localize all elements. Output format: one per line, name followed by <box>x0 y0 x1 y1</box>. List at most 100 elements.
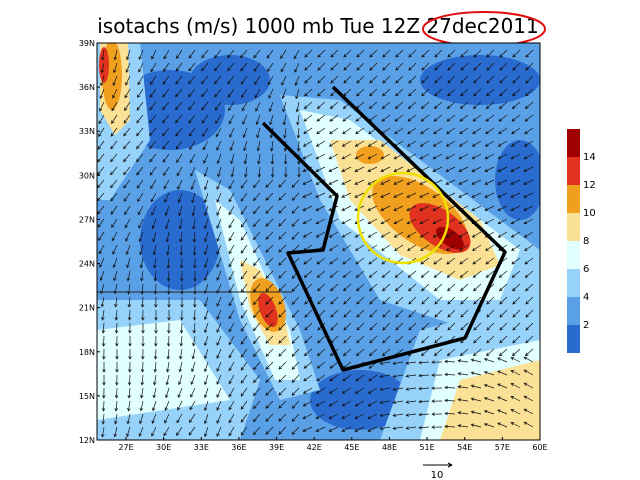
wind-arrow <box>486 88 495 97</box>
wind-arrow <box>102 375 106 386</box>
wind-arrow <box>266 49 274 59</box>
wind-arrow <box>302 218 313 225</box>
wind-arrow <box>473 88 482 97</box>
wind-arrow <box>253 218 261 228</box>
wind-arrow <box>447 75 456 84</box>
wind-arrow <box>138 231 144 243</box>
wind-arrow <box>102 348 106 360</box>
wind-arrow <box>166 361 170 373</box>
wind-arrow <box>315 231 326 238</box>
colorbar: 2 4 6 8 10 12 14 <box>567 129 596 353</box>
wind-arrow <box>444 411 456 416</box>
wind-arrow <box>140 361 145 373</box>
wind-arrow <box>214 49 222 59</box>
wind-arrow <box>382 62 391 71</box>
wind-arrow <box>191 361 196 373</box>
wind-arrow <box>188 426 196 436</box>
wind-arrow <box>216 270 222 281</box>
wind-arrow <box>128 322 132 334</box>
wind-arrow <box>128 361 132 373</box>
wind-arrow <box>253 374 261 384</box>
wind-arrow <box>433 257 443 265</box>
wind-arrow <box>302 192 313 198</box>
wind-arrow <box>112 88 118 99</box>
wind-arrow <box>470 358 482 363</box>
wind-arrow <box>214 88 222 98</box>
wind-arrow <box>511 127 521 135</box>
wind-arrow <box>472 101 482 109</box>
wind-arrow <box>153 257 157 269</box>
wind-arrow <box>356 49 365 58</box>
wind-arrow <box>497 383 508 389</box>
wind-arrow <box>193 257 197 269</box>
wind-arrow <box>408 62 417 71</box>
wind-arrow <box>137 88 144 99</box>
wind-arrow <box>265 322 274 331</box>
wind-arrow <box>354 153 365 160</box>
wind-arrow <box>162 114 170 124</box>
wind-arrow <box>367 192 378 198</box>
wind-arrow <box>510 179 521 185</box>
wind-arrow <box>291 335 300 344</box>
wind-arrow <box>483 383 495 389</box>
wind-arrow <box>498 270 508 278</box>
wind-arrow <box>525 283 534 292</box>
wind-arrow <box>191 192 196 204</box>
wind-arrow <box>265 426 274 435</box>
wind-arrow <box>434 75 443 84</box>
wind-arrow <box>227 75 235 85</box>
wind-arrow <box>291 413 300 422</box>
wind-arrow <box>510 409 521 415</box>
colorbar-label: 8 <box>583 236 589 247</box>
wind-arrow <box>512 322 521 331</box>
wind-arrow <box>405 413 417 417</box>
wind-arrow <box>470 384 482 389</box>
wind-field <box>97 43 540 440</box>
wind-arrow <box>192 322 196 334</box>
wind-arrow <box>315 140 326 147</box>
wind-arrow <box>328 387 339 394</box>
wind-arrow <box>406 218 417 225</box>
wind-arrow <box>127 374 132 386</box>
wind-arrow <box>203 348 209 360</box>
wind-arrow <box>379 361 391 366</box>
wind-arrow <box>215 127 222 138</box>
wind-arrow <box>315 153 326 160</box>
wind-arrow <box>190 166 196 177</box>
wind-arrow <box>265 335 274 344</box>
wind-arrow <box>511 101 521 109</box>
wind-arrow <box>240 62 248 72</box>
wind-arrow <box>128 349 132 360</box>
wind-arrow <box>241 88 248 99</box>
wind-arrow <box>110 140 118 150</box>
wind-arrow <box>483 409 495 415</box>
wind-arrow <box>329 270 339 278</box>
wind-arrow <box>302 153 313 160</box>
wind-arrow <box>445 153 456 160</box>
wind-arrow <box>164 205 170 217</box>
wind-arrow <box>228 413 235 424</box>
wind-arrow <box>114 400 118 412</box>
wind-arrow <box>114 309 119 321</box>
wind-arrow <box>525 335 534 344</box>
lat-label: 30N <box>79 171 95 180</box>
wind-arrow <box>408 322 417 331</box>
wind-arrow <box>354 231 365 238</box>
wind-arrow <box>434 283 443 292</box>
wind-arrow <box>330 283 339 292</box>
wind-arrow <box>329 374 339 382</box>
wind-arrow <box>240 231 248 241</box>
wind-arrow <box>265 413 274 422</box>
wind-arrow <box>525 309 534 318</box>
wind-arrow <box>510 153 521 160</box>
wind-arrow <box>283 153 288 165</box>
wind-arrow <box>180 270 184 282</box>
wind-arrow <box>278 179 287 188</box>
wind-arrow <box>393 166 404 172</box>
wind-arrow <box>192 335 196 347</box>
wind-arrow <box>499 62 508 71</box>
wind-arrow <box>253 322 261 332</box>
wind-arrow <box>253 257 261 267</box>
wind-arrow <box>138 49 144 60</box>
wind-arrow <box>291 374 300 383</box>
